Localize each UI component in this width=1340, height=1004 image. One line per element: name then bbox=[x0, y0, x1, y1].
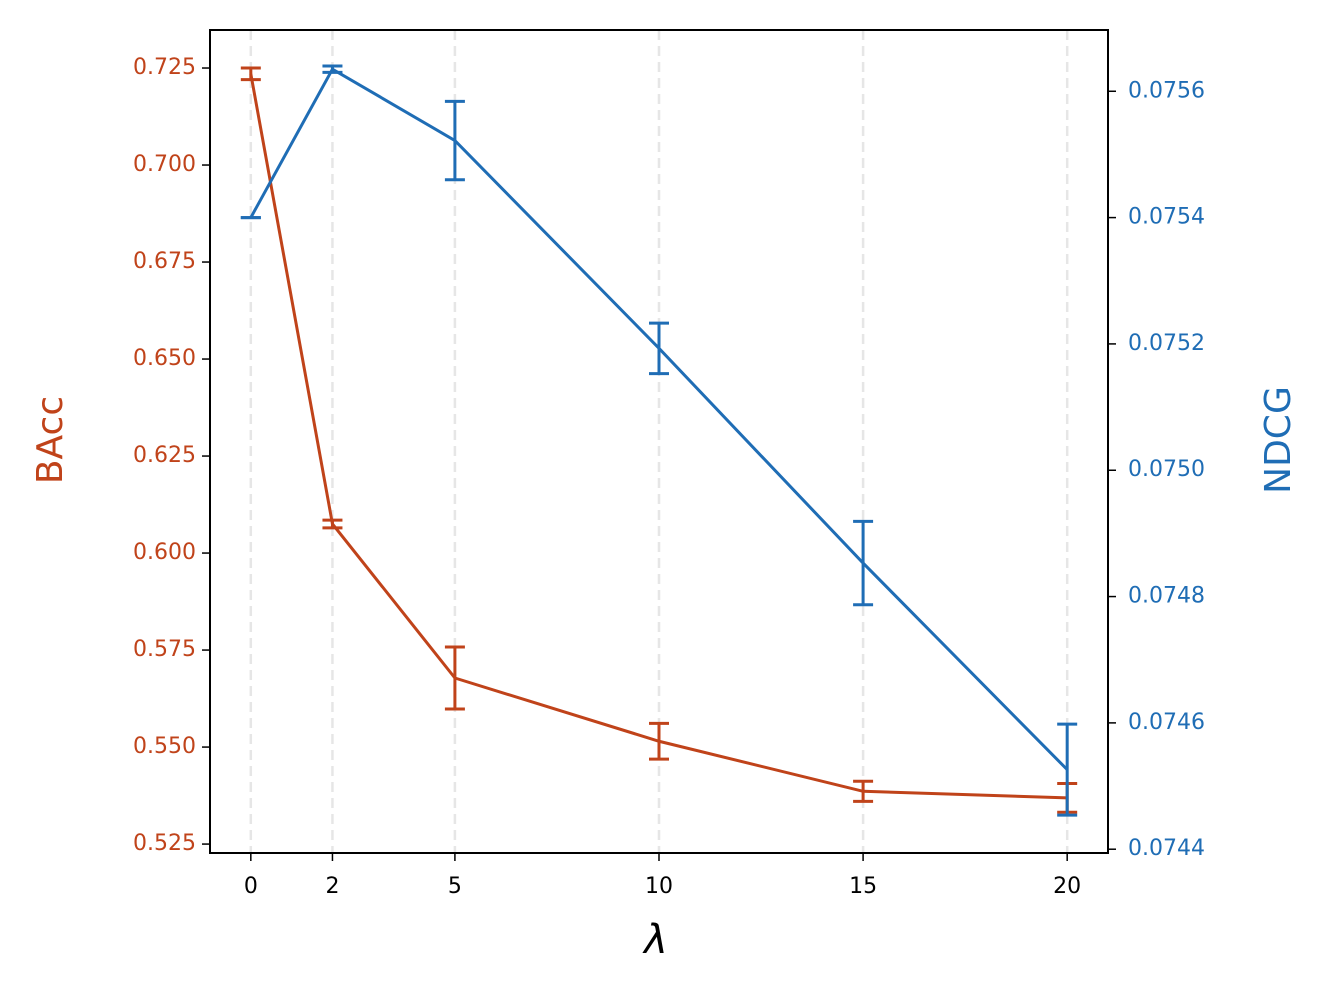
y-tick-label: 0.725 bbox=[133, 55, 196, 80]
y-tick-label: 0.575 bbox=[133, 637, 196, 662]
y-tick-label: 0.525 bbox=[133, 831, 196, 856]
y-axis-label: BAcc bbox=[30, 396, 71, 484]
line bbox=[249, 73, 1068, 800]
y2-tick-label: 0.0756 bbox=[1128, 78, 1205, 103]
plot-frame bbox=[209, 29, 1109, 854]
x-axis-label: λ bbox=[642, 917, 668, 963]
y2-tick-label: 0.0750 bbox=[1128, 457, 1205, 482]
x-tick-label: 5 bbox=[448, 874, 462, 899]
y2-tick-label: 0.0748 bbox=[1128, 584, 1205, 609]
y-tick-label: 0.550 bbox=[133, 734, 196, 759]
y2-tick-label: 0.0746 bbox=[1128, 710, 1205, 735]
x-tick-label: 2 bbox=[325, 874, 339, 899]
y2-tick-label: 0.0744 bbox=[1128, 836, 1205, 861]
x-tick-label: 20 bbox=[1053, 874, 1081, 899]
x-tick-label: 15 bbox=[849, 874, 877, 899]
x-tick-label: 0 bbox=[244, 874, 258, 899]
y-tick-label: 0.625 bbox=[133, 443, 196, 468]
y-tick-label: 0.600 bbox=[133, 540, 196, 565]
y-tick-label: 0.650 bbox=[133, 346, 196, 371]
line bbox=[249, 67, 1069, 771]
y-tick-label: 0.675 bbox=[133, 249, 196, 274]
y2-tick-label: 0.0752 bbox=[1128, 331, 1205, 356]
y-tick-label: 0.700 bbox=[133, 152, 196, 177]
y2-axis-label: NDCG bbox=[1258, 386, 1299, 494]
x-tick-label: 10 bbox=[645, 874, 673, 899]
y2-tick-label: 0.0754 bbox=[1128, 205, 1205, 230]
